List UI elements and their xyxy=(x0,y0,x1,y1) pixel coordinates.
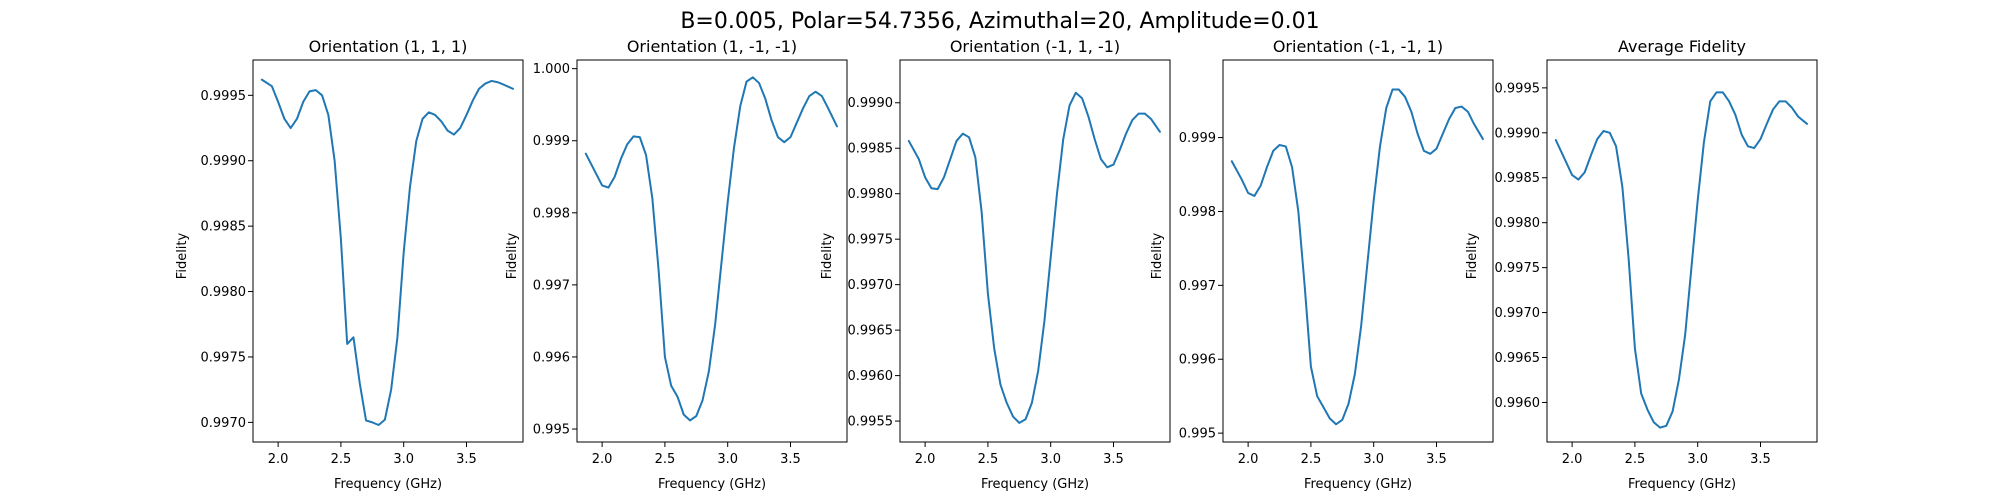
x-axis-label: Frequency (GHz) xyxy=(981,477,1089,492)
x-tick-label: 3.5 xyxy=(780,452,801,467)
subplot-title: Average Fidelity xyxy=(1618,37,1746,56)
subplot-orientation-neg1-1-neg1: Orientation (-1, 1, -1) Frequency (GHz) … xyxy=(820,37,1120,492)
series-line xyxy=(584,76,838,422)
y-tick-label: 0.9980 xyxy=(848,187,894,202)
x-tick-label: 3.5 xyxy=(1103,452,1124,467)
subplot-title: Orientation (-1, 1, -1) xyxy=(950,37,1120,56)
subplot-average-fidelity: Average Fidelity Frequency (GHz) Fidelit… xyxy=(1465,37,1746,492)
y-tick-label: 0.9960 xyxy=(848,369,894,384)
axes-frame xyxy=(1546,59,1818,443)
y-tick-label: 0.9975 xyxy=(848,233,894,248)
y-tick-label: 0.9985 xyxy=(201,220,247,235)
y-tick-label: 0.999 xyxy=(533,134,570,149)
y-tick-label: 0.9980 xyxy=(201,285,247,300)
series-line xyxy=(1230,88,1484,426)
y-tick-label: 0.996 xyxy=(1179,353,1216,368)
x-tick-label: 3.0 xyxy=(1363,452,1384,467)
axes-frame xyxy=(576,59,848,443)
y-axis-label: Fidelity xyxy=(820,232,835,279)
y-tick-label: 0.9990 xyxy=(848,96,894,111)
x-tick-label: 2.0 xyxy=(268,452,289,467)
subplot-orientation-1-neg1-neg1: Orientation (1, -1, -1) Frequency (GHz) … xyxy=(505,37,797,492)
y-tick-label: 0.998 xyxy=(533,206,570,221)
x-tick-label: 2.5 xyxy=(978,452,999,467)
y-axis-label: Fidelity xyxy=(175,232,190,279)
series-line xyxy=(907,91,1161,424)
y-tick-label: 0.9990 xyxy=(1495,126,1541,141)
x-tick-label: 2.5 xyxy=(1625,452,1646,467)
axes-0: 2.0 2.5 3.0 3.5 0.9970 0.9975 0.9980 0.9985 0.99… xyxy=(201,59,524,467)
x-tick-label: 3.0 xyxy=(1040,452,1061,467)
y-tick-label: 0.9965 xyxy=(848,324,894,339)
subplot-orientation-neg1-neg1-1: Orientation (-1, -1, 1) Frequency (GHz) … xyxy=(1150,37,1443,492)
y-tick-label: 0.997 xyxy=(533,278,570,293)
subplot-title: Orientation (-1, -1, 1) xyxy=(1273,37,1443,56)
x-tick-label: 2.5 xyxy=(1301,452,1322,467)
axes-frame xyxy=(899,59,1171,443)
y-tick-label: 0.9970 xyxy=(1495,306,1541,321)
y-tick-label: 0.997 xyxy=(1179,279,1216,294)
x-tick-label: 3.0 xyxy=(1687,452,1708,467)
x-tick-label: 2.5 xyxy=(655,452,676,467)
subplot-orientation-1-1-1: Orientation (1, 1, 1) Frequency (GHz) Fi… xyxy=(175,37,467,492)
y-tick-label: 0.998 xyxy=(1179,205,1216,220)
x-tick-label: 2.0 xyxy=(1562,452,1583,467)
series-line xyxy=(1554,91,1808,429)
y-tick-label: 0.9975 xyxy=(1495,261,1541,276)
y-tick-label: 0.9955 xyxy=(848,415,894,430)
x-tick-label: 3.5 xyxy=(456,452,477,467)
axes-4: 2.0 2.5 3.0 3.5 0.9960 0.9965 0.9970 0.9975 0.99… xyxy=(1495,59,1818,467)
y-axis-label: Fidelity xyxy=(1150,232,1165,279)
axes-1: 2.0 2.5 3.0 3.5 0.995 0.996 0.997 0.998 0.999 1.0… xyxy=(533,59,848,467)
x-axis-label: Frequency (GHz) xyxy=(658,477,766,492)
y-tick-label: 0.9980 xyxy=(1495,216,1541,231)
y-tick-label: 0.9995 xyxy=(201,89,247,104)
subplot-title: Orientation (1, -1, -1) xyxy=(627,37,797,56)
subplot-title: Orientation (1, 1, 1) xyxy=(309,37,468,56)
y-tick-label: 0.995 xyxy=(1179,427,1216,442)
y-tick-label: 1.000 xyxy=(533,62,570,77)
y-axis-label: Fidelity xyxy=(1465,232,1480,279)
y-tick-label: 0.9985 xyxy=(1495,171,1541,186)
y-tick-label: 0.999 xyxy=(1179,131,1216,146)
y-tick-label: 0.9995 xyxy=(1495,81,1541,96)
y-tick-label: 0.9965 xyxy=(1495,351,1541,366)
y-tick-label: 0.995 xyxy=(533,423,570,438)
axes-frame xyxy=(1222,59,1494,443)
figure-suptitle: B=0.005, Polar=54.7356, Azimuthal=20, Am… xyxy=(680,9,1319,34)
x-tick-label: 2.0 xyxy=(592,452,613,467)
y-tick-label: 0.9975 xyxy=(201,350,247,365)
x-tick-label: 3.5 xyxy=(1750,452,1771,467)
x-tick-label: 2.0 xyxy=(915,452,936,467)
y-tick-label: 0.996 xyxy=(533,350,570,365)
x-tick-label: 2.0 xyxy=(1238,452,1259,467)
x-tick-label: 3.0 xyxy=(717,452,738,467)
x-tick-label: 3.0 xyxy=(393,452,414,467)
x-axis-label: Frequency (GHz) xyxy=(1628,477,1736,492)
y-tick-label: 0.9990 xyxy=(201,154,247,169)
axes-3: 2.0 2.5 3.0 3.5 0.995 0.996 0.997 0.998 0.999 xyxy=(1179,59,1494,467)
axes-2: 2.0 2.5 3.0 3.5 0.9955 0.9960 0.9965 0.9970 0.99… xyxy=(848,59,1171,467)
x-axis-label: Frequency (GHz) xyxy=(334,477,442,492)
y-tick-label: 0.9970 xyxy=(848,278,894,293)
x-tick-label: 3.5 xyxy=(1426,452,1447,467)
axes-frame xyxy=(252,59,524,443)
y-tick-label: 0.9985 xyxy=(848,142,894,157)
y-axis-label: Fidelity xyxy=(505,232,520,279)
x-tick-label: 2.5 xyxy=(331,452,352,467)
y-tick-label: 0.9970 xyxy=(201,416,247,431)
series-line xyxy=(260,78,514,426)
x-axis-label: Frequency (GHz) xyxy=(1304,477,1412,492)
y-tick-label: 0.9960 xyxy=(1495,396,1541,411)
